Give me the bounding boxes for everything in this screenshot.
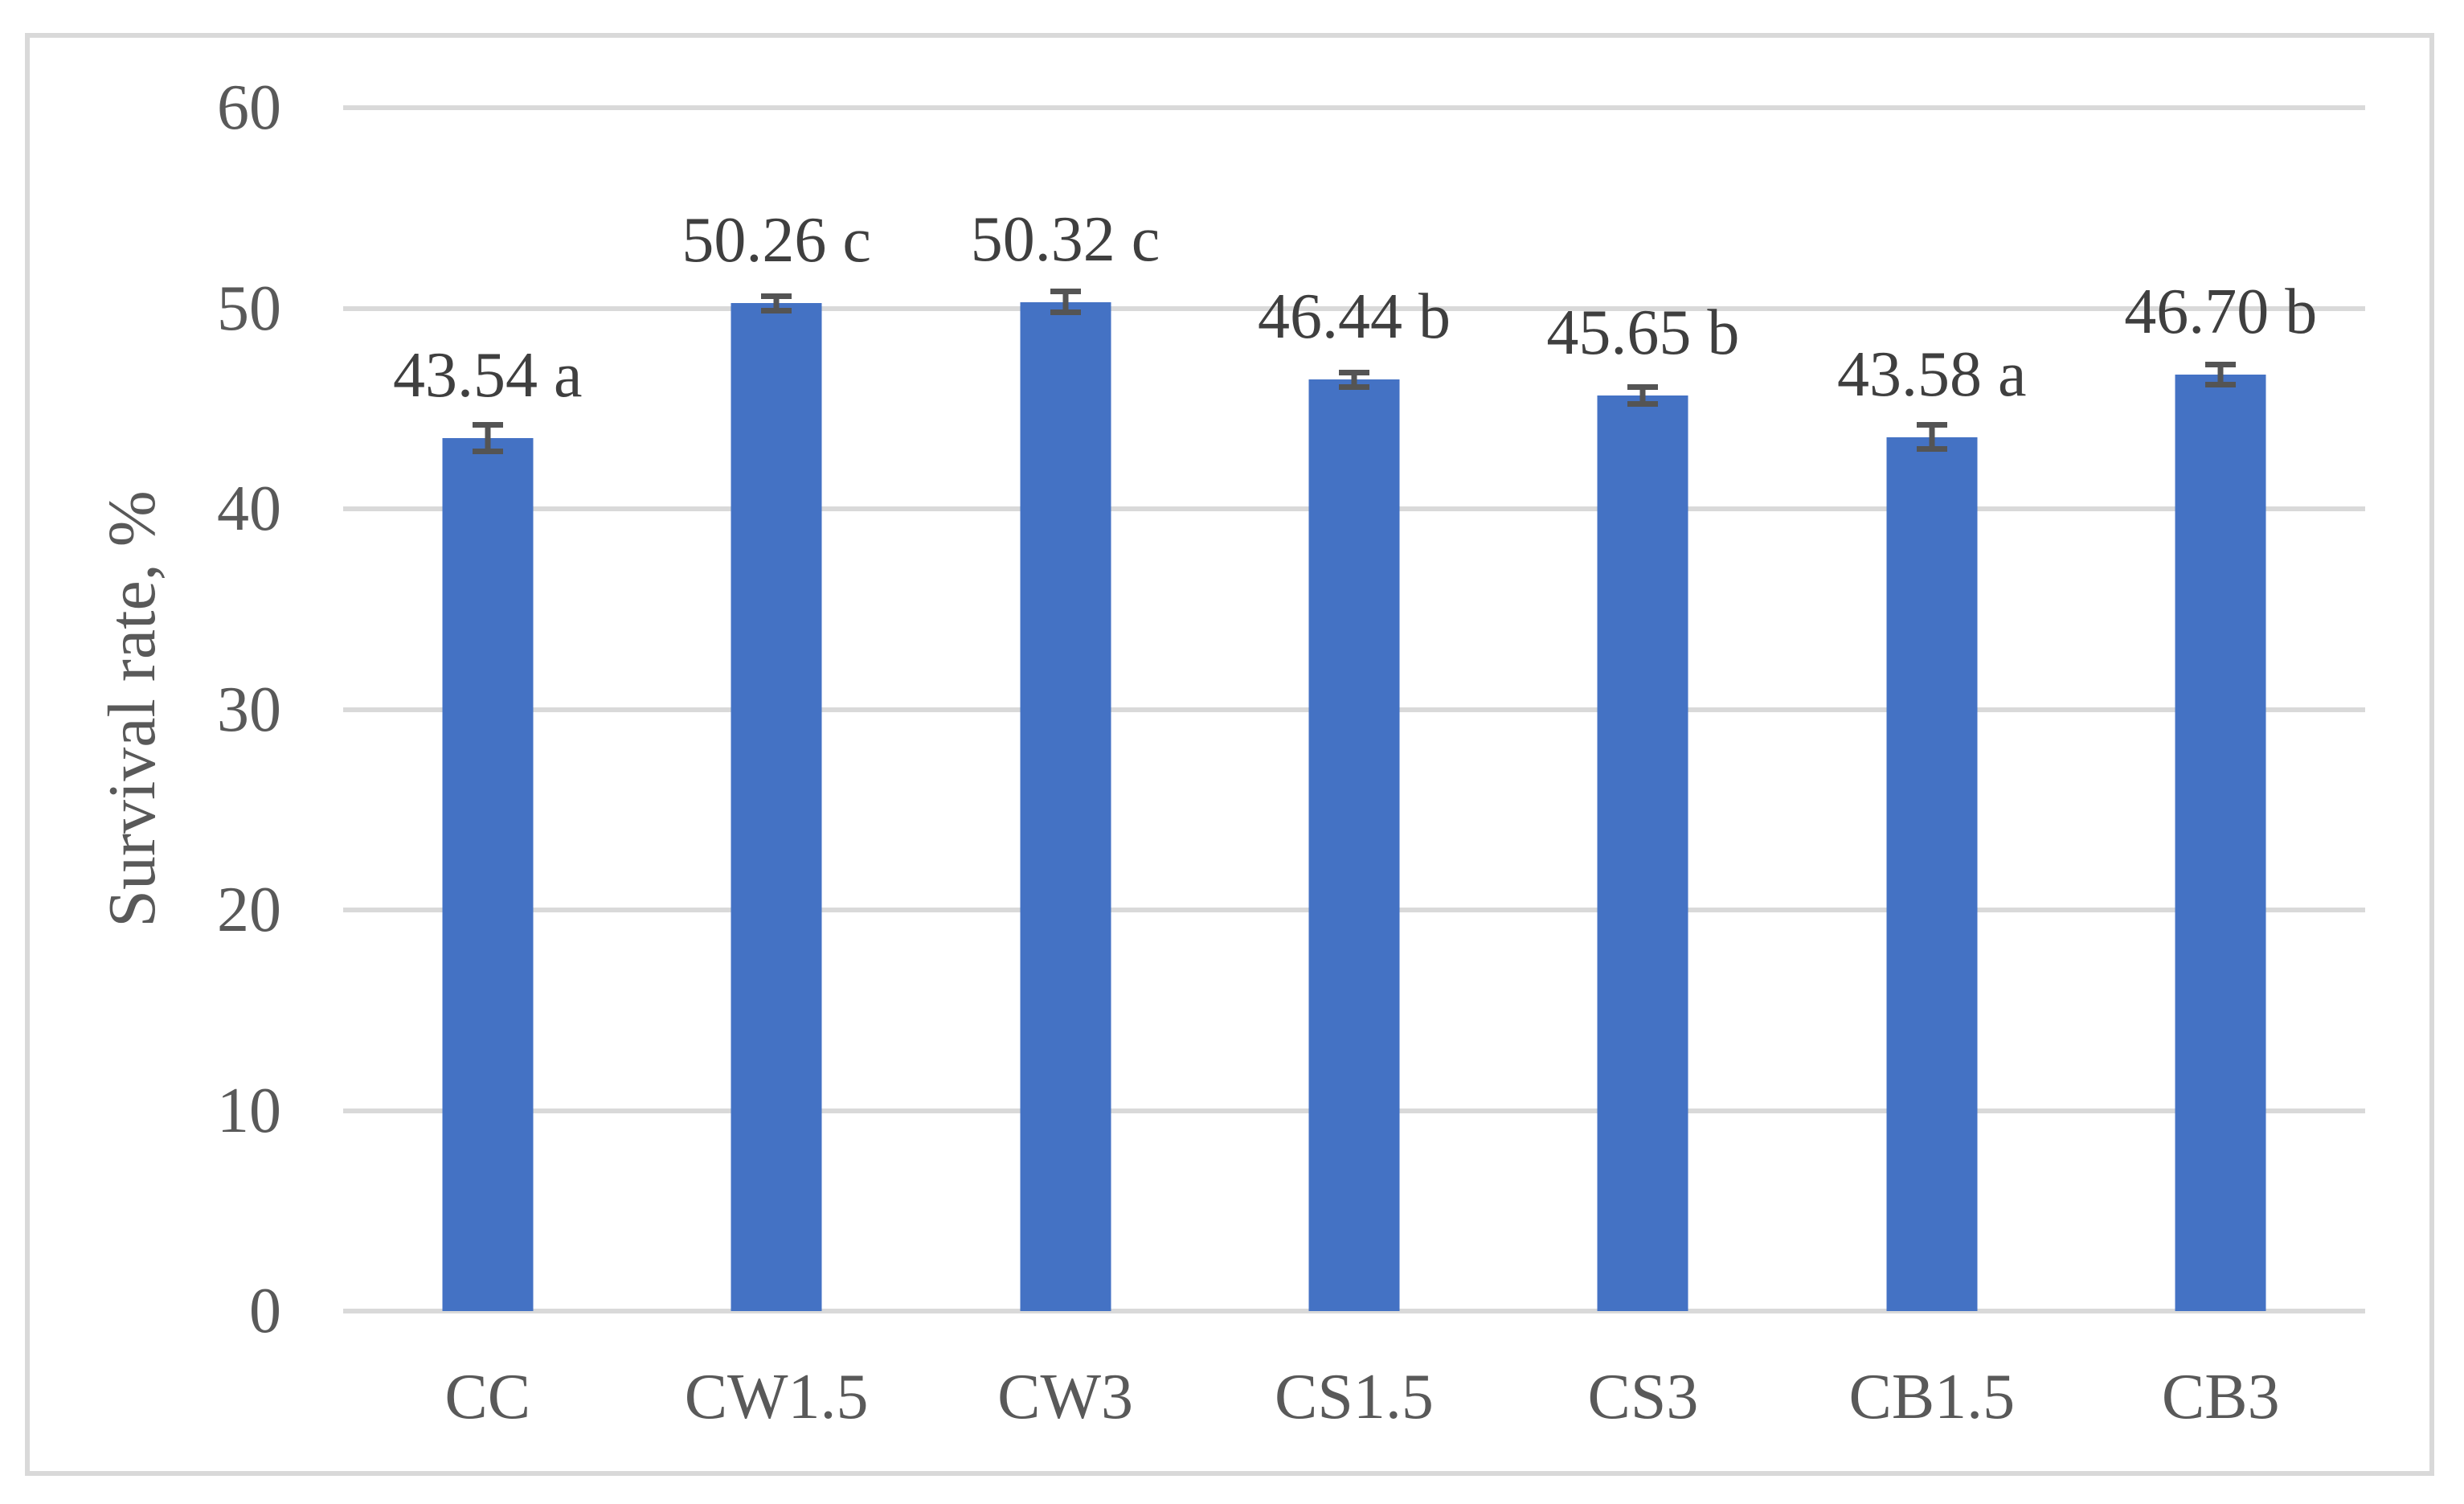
x-axis-labels: CC CW1.5 CW3 CS1.5 CS3 CB1.5 CB3: [343, 1361, 2365, 1433]
error-bar-cap-bottom: [2205, 382, 2237, 388]
bar-CW1.5: [731, 303, 822, 1311]
error-bar-cap-bottom: [1627, 400, 1659, 407]
error-bar-CB1.5: [1916, 421, 1947, 453]
error-bar-cap-top: [2205, 361, 2237, 367]
bar-CS1.5: [1308, 379, 1400, 1311]
bar-group-CS3: 45.65 b: [1499, 108, 1787, 1311]
chart-border: [25, 33, 2434, 1476]
bar-group-CW3: 50.32 c: [921, 108, 1209, 1311]
bar-value-label-CS1.5: 46.44 b: [1257, 281, 1451, 353]
error-bar-line: [1639, 384, 1646, 407]
y-tick-label-50: 50: [217, 273, 281, 344]
error-bar-cap-top: [1338, 369, 1369, 375]
bar-CC: [442, 437, 534, 1311]
y-tick-label-10: 10: [217, 1075, 281, 1146]
bar-value-label-CC: 43.54 a: [392, 339, 583, 411]
error-bar-CW1.5: [761, 293, 792, 314]
bar-CW3: [1020, 301, 1111, 1311]
error-bar-cap-top: [1627, 384, 1659, 391]
error-bar-cap-top: [1050, 289, 1081, 295]
error-bar-CW3: [1050, 289, 1081, 315]
error-bar-line: [2217, 361, 2224, 388]
bar-value-label-CB1.5: 43.58 a: [1837, 338, 2027, 410]
error-bar-cap-top: [761, 293, 792, 299]
error-bar-cap-bottom: [1916, 446, 1947, 453]
x-axis-label-CB1.5: CB1.5: [1848, 1362, 2016, 1432]
plot-area: 43.54 a 50.26 c 50.32 c 46.44 b 45.65 b 43.58…: [343, 105, 2365, 1313]
x-axis-label-CW1.5: CW1.5: [684, 1362, 869, 1432]
error-bar-line: [1351, 369, 1357, 390]
y-tick-label-40: 40: [217, 473, 281, 544]
x-axis-label-CB3: CB3: [2161, 1362, 2280, 1432]
bar-value-label-CW1.5: 50.26 c: [681, 205, 871, 277]
error-bar-cap-top: [472, 421, 503, 428]
bar-CS3: [1597, 395, 1688, 1311]
x-axis-label-CS3: CS3: [1587, 1362, 1699, 1432]
error-bar-line: [1929, 421, 1935, 453]
error-bar-cap-bottom: [1050, 309, 1081, 315]
error-bar-cap-bottom: [472, 448, 503, 454]
bar-value-label-CS3: 45.65 b: [1546, 297, 1740, 369]
gridline-y-50: [343, 305, 2365, 311]
error-bar-CB3: [2205, 361, 2237, 388]
x-axis-label-CW3: CW3: [997, 1362, 1133, 1432]
bar-group-CS1.5: 46.44 b: [1209, 108, 1498, 1311]
y-tick-label-60: 60: [217, 72, 281, 143]
error-bar-cap-bottom: [1338, 383, 1369, 390]
bar-group-CW1.5: 50.26 c: [632, 108, 920, 1311]
gridline-y-60: [343, 105, 2365, 110]
bar-CB3: [2175, 374, 2266, 1311]
bar-value-label-CB3: 46.70 b: [2124, 276, 2318, 347]
bar-group-CB1.5: 43.58 a: [1787, 108, 2076, 1311]
y-tick-label-20: 20: [217, 875, 281, 945]
x-axis-label-CS1.5: CS1.5: [1275, 1362, 1434, 1432]
y-tick-label-0: 0: [249, 1276, 281, 1346]
error-bar-cap-bottom: [761, 307, 792, 314]
bar-value-label-CW3: 50.32 c: [970, 203, 1160, 275]
bar-group-CB3: 46.70 b: [2077, 108, 2365, 1311]
bar-CB1.5: [1886, 436, 1978, 1311]
error-bar-cap-top: [1916, 421, 1947, 428]
error-bar-line: [1062, 289, 1069, 315]
bar-series: 43.54 a 50.26 c 50.32 c 46.44 b 45.65 b 43.58…: [343, 108, 2365, 1311]
error-bar-CS1.5: [1338, 369, 1369, 390]
error-bar-CS3: [1627, 384, 1659, 407]
error-bar-line: [773, 293, 780, 314]
error-bar-line: [485, 421, 491, 454]
gridline-y-0: [343, 1309, 2365, 1313]
y-tick-label-30: 30: [217, 674, 281, 745]
x-axis-label-CC: CC: [444, 1362, 531, 1432]
error-bar-CC: [472, 421, 503, 454]
bar-group-CC: 43.54 a: [343, 108, 632, 1311]
